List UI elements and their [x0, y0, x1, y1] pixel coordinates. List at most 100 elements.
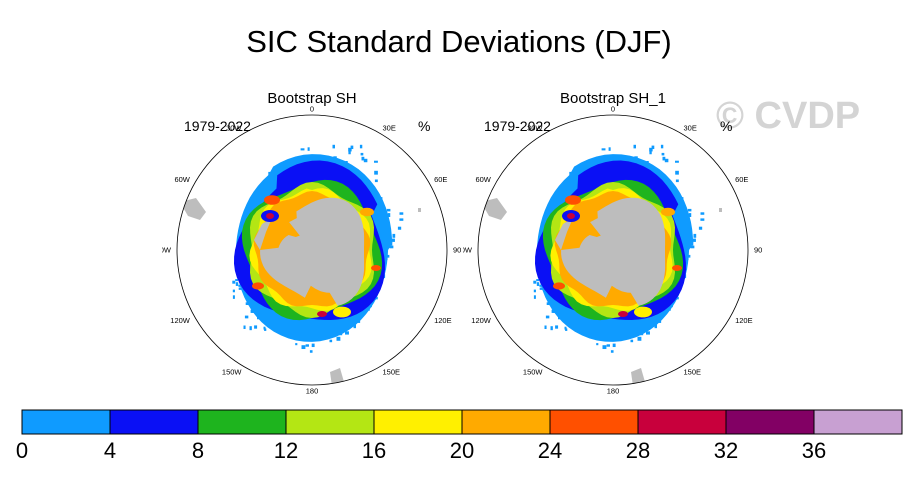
longitude-label: 120W	[471, 316, 492, 325]
sea-ice-patch	[565, 195, 581, 205]
longitude-label: 0	[611, 105, 615, 114]
sea-ice-patch	[553, 282, 565, 290]
sea-ice-pixel	[374, 160, 378, 163]
longitude-label: 0	[310, 105, 314, 114]
sea-ice-patch	[371, 265, 381, 271]
sea-ice-patch	[567, 213, 575, 219]
longitude-label: 30W	[226, 123, 242, 132]
sea-ice-pixel	[399, 212, 404, 215]
colorbar-tick-label: 8	[192, 438, 204, 463]
longitude-label: 60E	[434, 175, 447, 184]
longitude-label: 120W	[170, 316, 191, 325]
sea-ice-patch	[317, 311, 327, 317]
sea-ice-pixel	[687, 254, 691, 258]
sea-ice-pixel	[555, 325, 559, 329]
south-america-tip	[481, 198, 507, 220]
longitude-label: 150W	[523, 368, 544, 377]
sea-ice-pixel	[612, 343, 616, 348]
sea-ice-pixel	[664, 158, 669, 163]
sea-ice-pixel	[533, 289, 536, 293]
colorbar-tick-label: 4	[104, 438, 116, 463]
sea-ice-pixel	[249, 326, 252, 331]
panel-2-title: Bootstrap SH_1	[560, 90, 666, 107]
new-zealand-island	[330, 368, 344, 385]
sea-ice-pixel	[564, 326, 567, 330]
panel-2-period: 1979-2022	[484, 118, 551, 134]
sea-ice-pixel	[545, 315, 550, 319]
sea-ice-pixel	[637, 336, 642, 341]
island	[418, 208, 421, 212]
sea-ice-pixel	[397, 226, 402, 230]
sea-ice-pixel	[536, 279, 539, 282]
sea-ice-patch	[661, 207, 675, 217]
sea-ice-pixel	[243, 325, 246, 329]
sea-ice-pixel	[235, 279, 238, 282]
longitude-label: 150E	[684, 368, 702, 377]
longitude-label: 30W	[527, 123, 543, 132]
sea-ice-pixel	[329, 339, 333, 343]
sea-ice-pixel	[232, 280, 236, 284]
sea-ice-pixel	[654, 324, 658, 329]
sea-ice-pixel	[232, 289, 235, 293]
longitude-label: 180	[306, 387, 319, 396]
panel-2-map: 0 30E 60E 90E 120E 150E 180 150W 120W 90W 60W 30W	[463, 105, 763, 396]
antarctica-land	[561, 197, 666, 306]
sea-ice-pixel	[232, 295, 235, 299]
panel-1-title: Bootstrap SH	[267, 90, 357, 107]
sea-ice-pixel	[332, 144, 335, 149]
sea-ice-pixel	[649, 150, 652, 155]
sea-ice-pixel	[336, 336, 341, 341]
panel-1-period: 1979-2022	[184, 118, 251, 134]
colorbar-bin	[286, 410, 374, 434]
longitude-label: 30E	[684, 123, 697, 132]
sea-ice-pixel	[391, 238, 395, 242]
colorbar-bin	[726, 410, 814, 434]
sea-ice-patch	[634, 306, 652, 318]
colorbar-tick-label: 28	[626, 438, 650, 463]
sea-ice-pixel	[374, 179, 378, 183]
sea-ice-pixel	[386, 208, 391, 212]
sea-ice-pixel	[550, 326, 553, 331]
sea-ice-field	[481, 144, 722, 385]
longitude-label: 150E	[383, 368, 401, 377]
sea-ice-patch	[333, 306, 351, 318]
colorbar-tick-label: 24	[538, 438, 562, 463]
sea-ice-pixel	[662, 156, 666, 161]
sea-ice-pixel	[693, 233, 697, 238]
watermark: © CVDP	[716, 95, 861, 137]
sea-ice-pixel	[348, 147, 352, 152]
sea-ice-pixel	[386, 254, 390, 258]
sea-ice-pixel	[630, 339, 634, 343]
sea-ice-pixel	[601, 148, 606, 151]
sea-ice-patch	[252, 282, 264, 290]
sea-ice-pixel	[539, 287, 544, 290]
sea-ice-pixel	[633, 144, 636, 149]
main-title: SIC Standard Deviations (DJF)	[246, 24, 672, 59]
sea-ice-pixel	[254, 325, 258, 329]
sea-ice-pixel	[300, 148, 305, 151]
sea-ice-pixel	[688, 213, 692, 218]
sea-ice-pixel	[263, 326, 266, 330]
sea-ice-pixel	[359, 144, 363, 149]
sea-ice-pixel	[361, 156, 365, 161]
antarctic-peninsula	[254, 218, 272, 250]
sea-ice-pixel	[238, 287, 243, 290]
longitude-label: 120E	[735, 316, 753, 325]
sea-ice-pixel	[235, 282, 239, 286]
new-zealand-island	[631, 368, 645, 385]
sea-ice-pixel	[649, 147, 653, 152]
sea-ice-pixel	[606, 344, 610, 347]
sea-ice-pixel	[551, 309, 555, 313]
sea-ice-pixel	[698, 226, 703, 230]
sea-ice-patch	[266, 213, 274, 219]
sea-ice-pixel	[544, 325, 547, 329]
antarctic-peninsula	[555, 218, 573, 250]
colorbar-tick-label: 20	[450, 438, 474, 463]
sea-ice-pixel	[392, 233, 396, 238]
map-boundary	[176, 114, 448, 386]
colorbar-bin	[374, 410, 462, 434]
colorbar-tick-label: 0	[16, 438, 28, 463]
longitude-label: 60W	[174, 175, 190, 184]
sea-ice-pixel	[536, 282, 540, 286]
longitude-label: 60W	[475, 175, 491, 184]
